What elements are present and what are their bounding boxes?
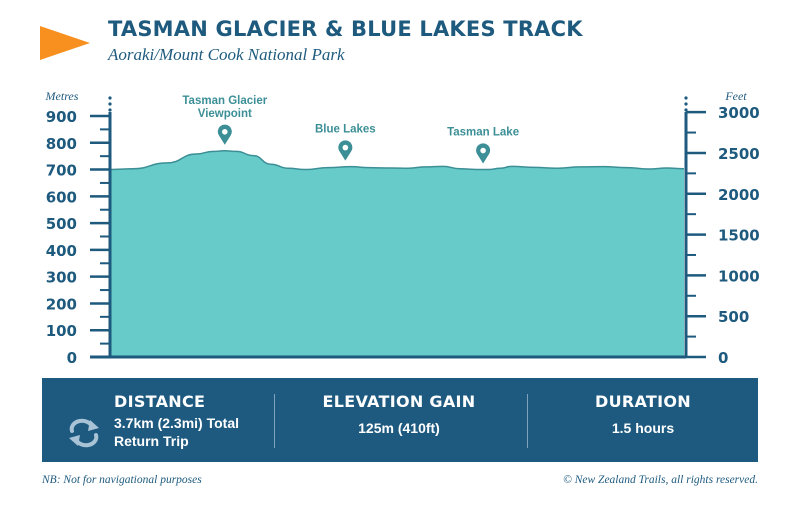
elevation-profile-line xyxy=(109,150,685,171)
right-tick-label: 2000 xyxy=(718,186,760,204)
left-tick-label: 200 xyxy=(46,295,77,313)
left-tick-label: 600 xyxy=(46,188,77,206)
left-axis-dot xyxy=(108,102,112,106)
distance-value: 3.7km (2.3mi) Total Return Trip xyxy=(114,414,264,450)
right-tick-label: 0 xyxy=(718,349,728,367)
right-axis-dot xyxy=(684,102,688,106)
elevation-chart: Metres9008007006005004003002001000Feet30… xyxy=(45,89,760,367)
stats-divider xyxy=(527,394,528,448)
map-pin-hole xyxy=(342,144,349,151)
disclaimer-note: NB: Not for navigational purposes xyxy=(42,474,202,486)
right-tick-label: 1000 xyxy=(718,267,760,285)
left-axis-dot xyxy=(108,108,112,112)
map-pin-icon xyxy=(217,124,232,145)
duration-label: DURATION xyxy=(595,392,691,411)
left-tick-label: 100 xyxy=(46,322,77,340)
right-tick-label: 500 xyxy=(718,308,749,326)
left-tick-label: 0 xyxy=(67,349,77,367)
elevation-profile-area xyxy=(110,150,684,357)
right-axis-dot xyxy=(684,108,688,112)
marker-label: Tasman Lake xyxy=(447,127,519,139)
stat-elevation-gain: ELEVATION GAIN 125m (410ft) xyxy=(274,378,524,462)
right-tick-label: 3000 xyxy=(718,104,760,122)
distance-value-line1: 3.7km (2.3mi) Total xyxy=(114,415,240,431)
elevation-gain-label: ELEVATION GAIN xyxy=(322,392,476,411)
return-trip-icon xyxy=(69,418,99,448)
left-tick-label: 700 xyxy=(46,162,77,180)
stat-duration: DURATION 1.5 hours xyxy=(528,378,758,462)
map-pin-icon xyxy=(476,143,491,164)
copyright-notice: © New Zealand Trails, all rights reserve… xyxy=(563,474,758,486)
page-title: TASMAN GLACIER & BLUE LAKES TRACK xyxy=(108,17,583,41)
stats-panel: DISTANCE 3.7km (2.3mi) Total Return Trip… xyxy=(42,378,758,462)
marker-label: Tasman Glacier xyxy=(182,95,267,107)
distance-label: DISTANCE xyxy=(114,392,206,411)
left-tick-label: 800 xyxy=(46,135,77,153)
left-tick-label: 900 xyxy=(46,108,77,126)
left-tick-label: 400 xyxy=(46,242,77,260)
marker-label: Blue Lakes xyxy=(315,124,376,136)
stat-distance: DISTANCE 3.7km (2.3mi) Total Return Trip xyxy=(42,378,272,462)
map-pin-icon xyxy=(338,140,353,161)
map-pin-hole xyxy=(222,129,228,135)
stats-divider xyxy=(274,394,275,448)
map-pin-hole xyxy=(480,147,486,154)
left-axis-title: Metres xyxy=(45,89,79,103)
right-tick-label: 2500 xyxy=(718,145,760,163)
distance-value-line2: Return Trip xyxy=(114,433,189,449)
flag-logo-icon xyxy=(40,26,90,60)
left-tick-label: 300 xyxy=(46,269,77,287)
right-axis-title: Feet xyxy=(724,89,747,103)
right-tick-label: 1500 xyxy=(718,227,760,245)
elevation-gain-value: 125m (410ft) xyxy=(358,420,440,436)
left-tick-label: 500 xyxy=(46,215,77,233)
left-axis-dot xyxy=(108,96,112,100)
page-subtitle: Aoraki/Mount Cook National Park xyxy=(108,45,345,64)
marker-label: Viewpoint xyxy=(198,108,252,120)
right-axis-dot xyxy=(684,96,688,100)
duration-value: 1.5 hours xyxy=(611,420,675,436)
